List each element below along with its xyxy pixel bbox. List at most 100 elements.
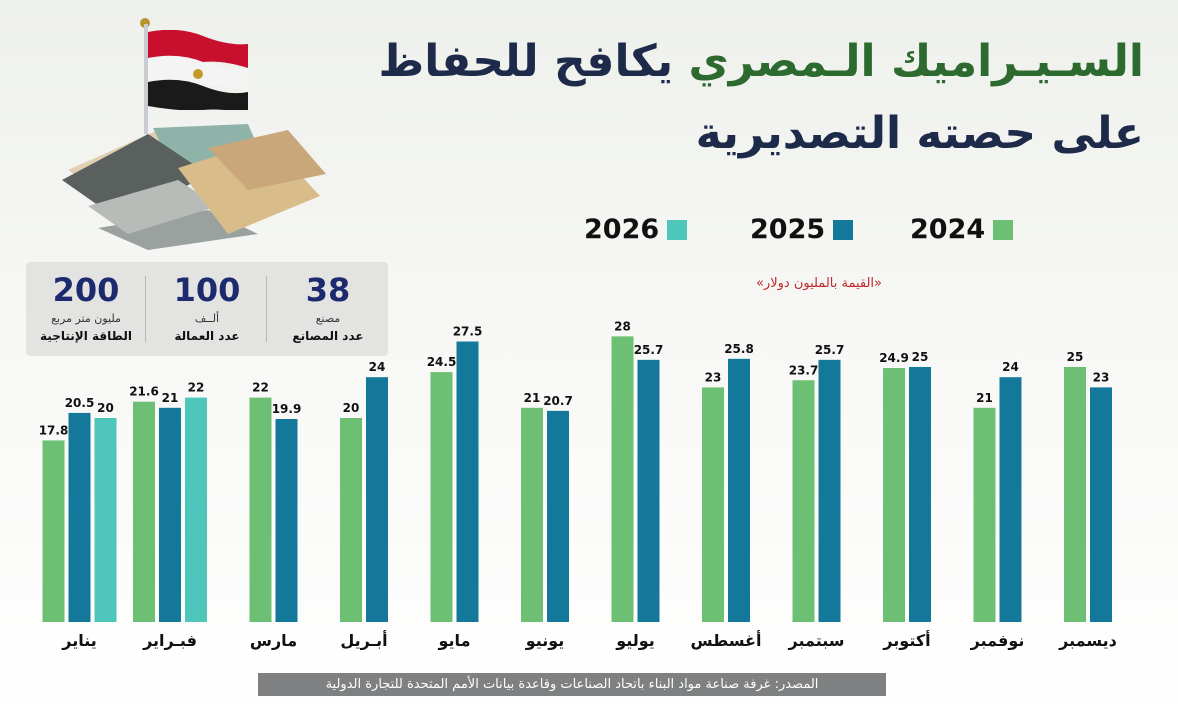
legend-label: 2024	[910, 214, 986, 245]
bar-2025-3	[818, 359, 841, 622]
data-label: 27.5	[453, 325, 483, 339]
data-label: 25.7	[815, 343, 845, 357]
legend-item-2025: 2025	[750, 214, 854, 245]
category-label: فبـراير	[142, 631, 197, 650]
bar-2025-6	[547, 410, 569, 622]
data-label: 25.8	[724, 342, 754, 356]
bar-2025-4	[728, 358, 750, 622]
bar-2025-2	[909, 367, 931, 622]
data-label: 23	[1093, 370, 1110, 384]
bar-2024-2	[883, 368, 905, 622]
bar-2024-4	[702, 387, 724, 622]
bar-2024-1	[973, 407, 996, 622]
bar-2025-10	[159, 407, 181, 622]
data-label: 20.7	[543, 394, 573, 408]
legend-swatch-2026	[667, 219, 688, 240]
bar-2025-8	[366, 377, 388, 622]
egypt-flag-icon	[148, 30, 248, 110]
legend-item-2024: 2024	[910, 214, 1014, 245]
bar-2024-9	[249, 397, 272, 622]
bar-2025-11	[68, 412, 91, 622]
legend-item-2026: 2026	[584, 214, 688, 245]
flagpole	[144, 24, 148, 134]
stat-divider	[145, 276, 146, 342]
data-label: 21	[524, 391, 541, 405]
category-label: مارس	[250, 631, 297, 650]
data-label: 23.7	[789, 363, 819, 377]
stat-workers: 100 ألــف عدد العمالة	[147, 262, 267, 356]
category-label: مايو	[438, 631, 471, 650]
category-label: سبتمبر	[787, 631, 844, 650]
bar-2025-9	[275, 419, 298, 622]
bar-2024-6	[521, 407, 543, 622]
bar-2025-7	[456, 341, 479, 622]
stat-capacity: 200 مليون متر مربع الطاقة الإنتاجية	[26, 262, 146, 356]
bar-2024-7	[430, 372, 453, 622]
legend-label: 2025	[750, 214, 826, 245]
bar-2025-0	[1090, 387, 1112, 622]
category-label: أكتوبر	[882, 630, 930, 650]
data-label: 20	[343, 401, 360, 415]
bar-2025-1	[999, 377, 1022, 622]
data-label: 21	[162, 391, 179, 405]
stat-unit: ألــف	[194, 312, 220, 325]
stat-label: عدد العمالة	[174, 329, 240, 343]
bar-2024-3	[792, 380, 815, 622]
legend-swatch-2025	[833, 219, 854, 240]
bar-2024-10	[133, 401, 155, 622]
category-label: أبـريل	[340, 630, 387, 650]
stat-divider	[266, 276, 267, 342]
data-label: 25.7	[634, 343, 664, 357]
data-label: 21.6	[129, 385, 159, 399]
legend-label: 2026	[584, 214, 660, 245]
data-label: 22	[188, 381, 205, 395]
data-label: 25	[912, 350, 929, 364]
data-label: 28	[614, 319, 631, 333]
bar-2024-0	[1064, 367, 1086, 622]
category-label: يناير	[61, 631, 97, 650]
data-label: 24	[1002, 360, 1019, 374]
data-label: 22	[252, 381, 269, 395]
bar-2026-11	[94, 418, 117, 622]
stat-unit: مليون متر مربع	[51, 312, 121, 325]
data-label: 19.9	[272, 402, 302, 416]
bar-2024-8	[340, 418, 362, 622]
category-label: يونيو	[525, 631, 565, 650]
stat-number: 38	[305, 271, 351, 309]
flagpole-knob	[140, 18, 150, 28]
bar-2026-10	[185, 397, 207, 622]
category-label: ديسمبر	[1058, 631, 1117, 650]
bar-2024-5	[611, 336, 634, 622]
stat-factories: 38 مصنع عدد المصانع	[268, 262, 388, 356]
chart-title-line1: السـيـراميك الـمصري يكافح للحفاظ	[379, 40, 1144, 84]
category-label: نوفمبر	[970, 631, 1025, 650]
bar-2024-11	[42, 440, 65, 622]
data-label: 21	[976, 391, 993, 405]
title-part-navy: يكافح للحفاظ	[378, 36, 674, 87]
data-label: 25	[1067, 350, 1084, 364]
ceramic-tiles-illustration	[62, 124, 326, 250]
source-note: المصدر: غرفة صناعة مواد البناء باتحاد ال…	[258, 673, 886, 696]
title-part-green: السـيـراميك الـمصري	[688, 36, 1144, 87]
legend-swatch-2024	[993, 219, 1014, 240]
data-label: 24.5	[427, 355, 457, 369]
stat-unit: مصنع	[315, 312, 341, 325]
stat-number: 200	[52, 271, 120, 309]
data-label: 24.9	[879, 351, 909, 365]
data-label: 17.8	[39, 423, 69, 437]
data-label: 24	[369, 360, 386, 374]
unit-label: «القيمة بالمليون دولار»	[755, 276, 883, 291]
stat-number: 100	[173, 271, 241, 309]
bar-2025-5	[637, 359, 660, 622]
data-label: 20.5	[65, 396, 95, 410]
stat-label: عدد المصانع	[292, 329, 364, 343]
data-label: 20	[97, 401, 114, 415]
chart-title-line2: على حصته التصديرية	[695, 108, 1144, 159]
category-label: يوليو	[615, 631, 655, 650]
stats-box: 38 مصنع عدد المصانع 100 ألــف عدد العمال…	[26, 262, 388, 356]
data-label: 23	[705, 370, 722, 384]
category-label: أغسطس	[691, 630, 762, 650]
stat-label: الطاقة الإنتاجية	[40, 329, 132, 343]
